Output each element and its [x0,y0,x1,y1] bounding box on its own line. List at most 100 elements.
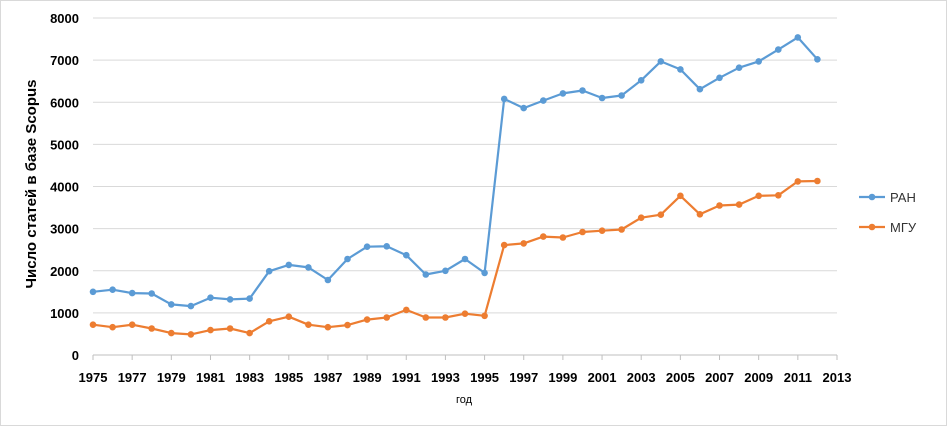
data-point [500,95,508,103]
series-lines [92,36,819,336]
data-point [637,77,645,84]
data-point [344,255,351,263]
data-point [716,74,723,82]
legend-marker [868,193,876,201]
data-point [344,321,351,329]
legend: РАН МГУ [859,190,917,235]
data-point [422,314,430,321]
x-tick-label: 1987 [313,370,342,385]
data-point [128,289,136,297]
series-points [89,34,821,338]
data-point [324,276,332,284]
data-point [461,255,469,263]
gridlines [93,17,837,314]
x-tick-label: 1993 [431,370,460,385]
data-point [677,192,684,200]
data-point [265,267,273,275]
data-point [755,58,762,65]
y-axis-title: Число статей в базе Scopus [23,80,40,289]
data-point [618,92,625,99]
y-axis-tick-labels: 0 1000 2000 3000 4000 5000 6000 7000 8000 [50,11,79,363]
data-point [246,295,253,302]
data-point [540,233,547,240]
x-tick-label: 1997 [509,370,538,385]
data-point [520,240,527,247]
data-point [168,329,175,337]
data-point [461,310,469,318]
y-tick-label: 2000 [50,264,79,279]
data-point [89,288,97,296]
x-tick-label: 2013 [823,370,852,385]
data-point [657,211,665,218]
data-point [422,271,430,278]
data-point [696,211,704,218]
data-point [579,228,586,236]
x-tick-label: 1979 [157,370,186,385]
y-tick-label: 0 [72,348,79,363]
y-tick-label: 7000 [50,53,79,68]
data-point [520,104,527,112]
x-tick-label: 2003 [627,370,656,385]
data-point [814,56,821,63]
y-tick-label: 3000 [50,222,79,237]
x-tick-label: 1983 [235,370,264,385]
x-tick-label: 2007 [705,370,734,385]
data-point [696,85,704,93]
x-tick-label: 1995 [470,370,499,385]
data-point [442,314,449,321]
data-point [735,201,743,208]
data-point [598,227,606,234]
legend-label: МГУ [890,220,917,235]
data-point [265,318,273,325]
data-point [579,87,586,94]
data-point [403,306,410,314]
data-point [794,178,802,185]
x-axis [92,354,838,360]
data-point [285,261,293,269]
data-point [755,192,762,200]
x-tick-label: 1985 [274,370,303,385]
data-point [305,264,312,271]
data-point [775,192,782,199]
x-tick-label: 1977 [118,370,147,385]
data-point [168,301,175,308]
data-point [109,323,116,331]
data-point [500,241,508,249]
data-point [540,97,547,104]
data-point [246,329,253,337]
data-point [814,177,821,185]
x-tick-label: 1989 [353,370,382,385]
x-tick-label: 2005 [666,370,695,385]
y-tick-label: 4000 [50,180,79,195]
x-tick-label: 2009 [744,370,773,385]
data-point [716,202,723,209]
legend-label: РАН [890,190,916,205]
y-tick-label: 8000 [50,11,79,26]
data-point [187,331,195,338]
data-point [363,243,371,250]
data-point [109,286,116,294]
data-point [657,58,665,65]
data-point [383,243,391,250]
data-point [128,321,136,329]
data-point [559,90,567,97]
x-tick-label: 1999 [548,370,577,385]
x-axis-tick-labels: 1975 1977 1979 1981 1983 1985 1987 1989 1991 1993… [79,370,852,385]
data-point [226,296,234,303]
data-point [285,313,293,321]
data-point [89,321,97,329]
y-tick-label: 1000 [50,306,79,321]
data-point [481,269,488,277]
data-point [324,323,332,331]
legend-marker [868,223,876,231]
data-point [226,325,234,332]
data-point [383,314,391,321]
data-point [481,312,488,320]
series-line-1 [92,179,818,336]
data-point [207,326,214,334]
data-point [148,325,155,332]
y-tick-label: 6000 [50,95,79,110]
x-axis-title: год [456,394,473,406]
data-point [305,321,312,329]
